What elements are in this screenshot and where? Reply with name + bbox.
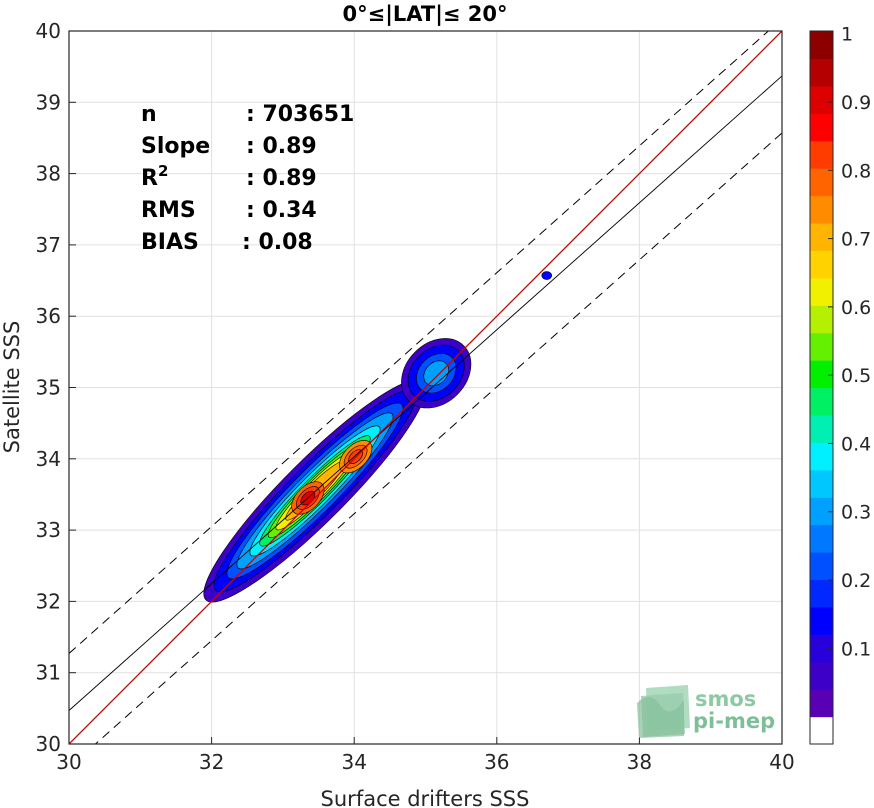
stat-value: : 0.08	[242, 230, 313, 255]
y-axis: 30 31 32 33 34 35 36 37 38 39 40	[36, 19, 76, 756]
colorbar-swatch	[810, 140, 833, 169]
regression-line	[69, 75, 782, 711]
colorbar-swatch	[810, 305, 833, 334]
x-tick-label: 30	[56, 750, 81, 774]
identity-line	[69, 31, 782, 744]
colorbar-frame	[809, 30, 834, 745]
colorbar-swatch	[810, 222, 833, 251]
colorbar-swatch	[810, 31, 833, 60]
x-tick-label: 36	[484, 750, 509, 774]
smos-pi-mep-logo: smos pi-mep	[637, 685, 775, 738]
y-tick-label: 38	[36, 162, 61, 186]
colorbar-swatch	[810, 332, 833, 361]
colorbar-swatch	[810, 606, 833, 635]
colorbar-swatch	[810, 85, 833, 114]
x-tick-label: 34	[341, 750, 366, 774]
y-tick-label: 32	[36, 589, 61, 613]
colorbar-swatch	[810, 524, 833, 553]
y-tick-label: 37	[36, 233, 61, 257]
stat-value: : 0.34	[246, 198, 317, 223]
colorbar-swatch	[810, 442, 833, 471]
colorbar-tick-label: 0.7	[841, 229, 871, 251]
logo-text-smos: smos	[695, 687, 756, 711]
y-tick-label: 36	[36, 304, 61, 328]
colorbar-swatch	[810, 168, 833, 197]
colorbar-swatch	[810, 414, 833, 443]
colorbar: 0.1 0.2 0.3 0.4 0.5 0.6 0.7 0.8 0.9 1	[809, 24, 871, 745]
x-tick-label: 32	[199, 750, 224, 774]
colorbar-swatch	[810, 58, 833, 87]
colorbar-swatch	[810, 113, 833, 142]
density-blob	[541, 271, 553, 280]
colorbar-swatch	[810, 195, 833, 224]
logo-text-pimep: pi-mep	[693, 709, 775, 733]
logo-icon	[637, 685, 690, 738]
colorbar-swatch	[810, 552, 833, 581]
stat-label: BIAS	[141, 230, 199, 255]
colorbar-tick-label: 0.5	[841, 365, 871, 387]
colorbar-tick-label: 0.9	[841, 92, 871, 114]
colorbar-swatch	[810, 497, 833, 526]
stat-value: : 703651	[246, 102, 354, 127]
colorbar-swatch	[810, 387, 833, 416]
x-tick-label: 38	[627, 750, 652, 774]
x-tick-label: 40	[769, 750, 794, 774]
y-tick-label: 30	[36, 732, 61, 756]
y-tick-label: 31	[36, 661, 61, 685]
colorbar-swatch	[810, 579, 833, 608]
colorbar-tick-label: 0.1	[841, 638, 871, 660]
colorbar-swatch	[810, 661, 833, 690]
stat-label: n	[141, 102, 157, 127]
colorbar-swatch	[810, 469, 833, 498]
y-tick-label: 39	[36, 90, 61, 114]
upper-dashed-line	[69, 31, 770, 654]
y-axis-label: Satellite SSS	[0, 321, 24, 454]
colorbar-tick-label: 0.8	[841, 160, 871, 182]
x-axis: 30 32 34 36 38 40	[56, 737, 795, 774]
colorbar-tick-label: 0.4	[841, 433, 871, 455]
stat-label: Slope	[141, 134, 210, 159]
colorbar-swatch	[810, 716, 833, 745]
x-axis-label: Surface drifters SSS	[321, 787, 530, 808]
lower-dashed-line	[94, 132, 782, 744]
stat-value: : 0.89	[246, 134, 317, 159]
y-tick-label: 33	[36, 518, 61, 542]
y-tick-label: 34	[36, 447, 61, 471]
colorbar-swatch	[810, 634, 833, 663]
colorbar-swatch	[810, 277, 833, 306]
density-contours	[203, 271, 553, 603]
y-tick-label: 35	[36, 376, 61, 400]
colorbar-tick-label: 0.3	[841, 502, 871, 524]
reference-lines	[69, 31, 782, 744]
stat-label: RMS	[141, 198, 196, 223]
colorbar-swatch	[810, 689, 833, 718]
colorbar-swatch	[810, 360, 833, 389]
chart-title: 0°≤|LAT|≤ 20°	[342, 2, 507, 27]
colorbar-tick-label: 0.2	[841, 570, 871, 592]
stat-value: : 0.89	[246, 166, 317, 191]
colorbar-tick-label: 0.6	[841, 297, 871, 319]
colorbar-tick-label: 1	[841, 24, 853, 46]
y-tick-label: 40	[36, 19, 61, 43]
colorbar-swatch	[810, 250, 833, 279]
density-contour	[423, 360, 449, 386]
